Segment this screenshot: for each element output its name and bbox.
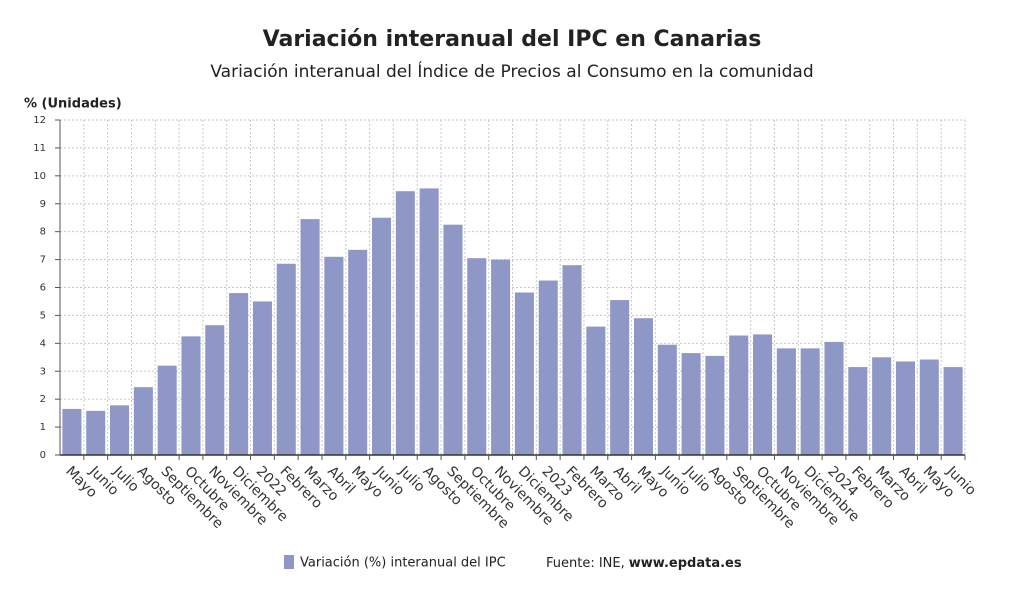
y-tick-label: 8 xyxy=(40,227,46,238)
bar xyxy=(800,348,820,455)
y-tick-label: 3 xyxy=(40,366,46,377)
bar xyxy=(491,259,511,455)
y-tick-label: 7 xyxy=(40,255,46,266)
bar xyxy=(895,361,915,455)
bar xyxy=(681,353,701,455)
legend-swatch xyxy=(284,555,294,569)
source-prefix: Fuente: INE, xyxy=(546,556,625,571)
bar xyxy=(538,280,558,455)
bar xyxy=(824,341,844,455)
y-axis-label: % (Unidades) xyxy=(24,97,122,112)
bar xyxy=(371,217,392,455)
bar xyxy=(419,188,439,456)
bar xyxy=(110,405,130,455)
bar xyxy=(157,365,177,455)
bar xyxy=(657,344,677,455)
bar xyxy=(276,263,296,455)
source-site: www.epdata.es xyxy=(629,556,742,571)
y-tick-label: 10 xyxy=(33,171,46,182)
bar xyxy=(62,408,82,455)
y-tick-label: 6 xyxy=(40,283,46,294)
bar xyxy=(181,336,201,455)
bar xyxy=(586,326,606,455)
bar xyxy=(205,325,225,455)
bar xyxy=(300,219,320,455)
source: Fuente: INE, www.epdata.es xyxy=(546,556,742,571)
y-tick-label: 4 xyxy=(40,338,46,349)
y-tick-label: 1 xyxy=(40,422,46,433)
bar xyxy=(753,334,773,455)
bar xyxy=(610,300,630,455)
bar xyxy=(872,357,892,455)
legend-label: Variación (%) interanual del IPC xyxy=(300,556,506,571)
y-tick-label: 11 xyxy=(33,143,46,154)
bar xyxy=(943,367,963,455)
y-tick-label: 2 xyxy=(40,394,46,405)
bar xyxy=(443,224,463,455)
y-tick-label: 5 xyxy=(40,310,46,321)
y-tick-label: 12 xyxy=(33,115,46,126)
chart-title: Variación interanual del IPC en Canarias xyxy=(263,27,762,52)
bar xyxy=(229,293,249,455)
bar xyxy=(705,355,725,455)
bar xyxy=(562,265,582,455)
bar xyxy=(252,301,272,455)
bar xyxy=(729,335,749,455)
bar xyxy=(348,249,368,455)
bar xyxy=(633,318,654,455)
bar xyxy=(776,348,796,455)
y-tick-label: 9 xyxy=(40,199,46,210)
bar xyxy=(514,292,534,455)
bar xyxy=(919,359,939,455)
chart-subtitle: Variación interanual del Índice de Preci… xyxy=(210,60,813,82)
bar xyxy=(86,410,106,455)
bar xyxy=(324,256,344,455)
bar xyxy=(395,191,415,455)
y-tick-label: 0 xyxy=(40,450,46,461)
bar xyxy=(133,387,153,455)
bar xyxy=(848,367,868,455)
bar xyxy=(467,258,487,455)
